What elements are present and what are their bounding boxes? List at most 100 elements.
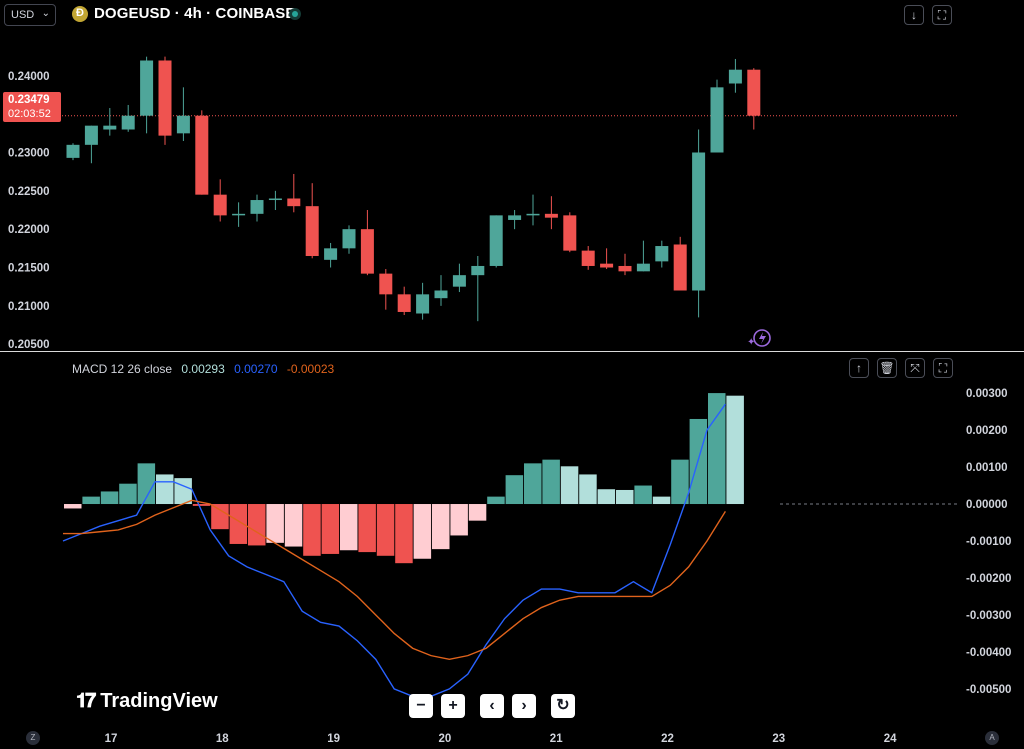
candle-body xyxy=(581,250,595,266)
candle-body xyxy=(84,125,98,145)
candle-body xyxy=(471,265,485,276)
dogecoin-icon: Ð xyxy=(72,6,88,22)
chevron-down-icon: ⌄ xyxy=(41,8,50,19)
macd-tick-label: -0.00500 xyxy=(966,684,1011,696)
time-tick-label: 19 xyxy=(327,733,340,745)
price-pane: 0.240000.235000.230000.225000.220000.215… xyxy=(8,56,958,351)
macd-line xyxy=(62,403,726,698)
macd-legend[interactable]: MACD 12 26 close 0.00293 0.00270 -0.0002… xyxy=(72,362,334,376)
candle-body xyxy=(103,125,117,130)
current-price: 0.23479 xyxy=(8,94,50,106)
histogram-bar xyxy=(671,459,689,505)
histogram-bar xyxy=(303,504,321,556)
delete-pane-button[interactable]: 🗑 xyxy=(877,358,897,378)
scroll-forward-button[interactable]: › xyxy=(512,694,536,718)
candle-body xyxy=(618,265,632,272)
candle-body xyxy=(305,206,319,256)
histogram-bar xyxy=(505,475,524,505)
svg-text:✦: ✦ xyxy=(747,337,755,348)
histogram-bar xyxy=(321,504,340,554)
histogram-bar xyxy=(413,504,432,559)
histogram-bar xyxy=(376,504,395,556)
histogram-bar xyxy=(432,504,450,550)
candle-body xyxy=(710,87,724,153)
candle-body xyxy=(600,263,614,268)
tradingview-logo[interactable]: 𝟏𝟕 TradingView xyxy=(76,690,218,712)
histogram-bar xyxy=(248,504,266,546)
candle-body xyxy=(636,263,650,272)
macd-tick-label: 0.00300 xyxy=(966,388,1008,400)
candle-body xyxy=(728,69,742,84)
candle-body xyxy=(232,213,246,216)
candle-body xyxy=(158,60,172,136)
histogram-bar xyxy=(82,496,100,505)
collapse-pane-button[interactable]: ⤧ xyxy=(905,358,925,378)
price-tick-label: 0.24000 xyxy=(8,71,50,83)
macd-tick-label: -0.00100 xyxy=(966,536,1011,548)
maximize-pane-button[interactable]: ⛶ xyxy=(932,5,952,25)
candle-body xyxy=(213,194,227,216)
candle-body xyxy=(397,294,411,312)
histogram-bar xyxy=(708,393,726,505)
histogram-bar xyxy=(395,504,413,564)
macd-tick-label: -0.00300 xyxy=(966,610,1011,622)
candle-body xyxy=(360,229,374,274)
candle-body xyxy=(452,275,466,287)
histogram-bar xyxy=(450,504,468,536)
macd-tick-label: 0.00000 xyxy=(966,499,1008,511)
histogram-bar xyxy=(211,504,229,530)
time-tick-label: 23 xyxy=(772,733,785,745)
current-price-tag: 0.23479 02:03:52 xyxy=(3,92,61,122)
currency-label: USD xyxy=(11,9,35,21)
candle-body xyxy=(526,213,540,216)
macd-tick-label: 0.00200 xyxy=(966,425,1008,437)
histogram-bar xyxy=(119,483,137,505)
candle-body xyxy=(544,213,558,218)
candle-body xyxy=(416,294,430,314)
histogram-bar xyxy=(340,504,358,551)
price-tick-label: 0.22000 xyxy=(8,224,50,236)
bar-countdown: 02:03:52 xyxy=(8,108,51,120)
histogram-bar xyxy=(652,496,671,505)
candle-body xyxy=(324,248,338,260)
scroll-back-button[interactable]: ‹ xyxy=(480,694,504,718)
histogram-bar xyxy=(64,504,82,509)
histogram-bar xyxy=(156,474,174,505)
time-tick-label: 17 xyxy=(105,733,118,745)
currency-selector[interactable]: USD ⌄ xyxy=(4,4,56,26)
price-tick-label: 0.21500 xyxy=(8,263,50,275)
macd-value: 0.00293 xyxy=(181,362,225,376)
candle-body xyxy=(66,144,80,158)
histogram-bar xyxy=(560,466,579,505)
histogram-bar xyxy=(137,463,156,505)
replay-icon: ✦ xyxy=(747,329,771,348)
maximize-macd-pane-button[interactable]: ⛶ xyxy=(933,358,953,378)
histogram-bar xyxy=(192,504,211,506)
auto-scale-icon[interactable]: A xyxy=(985,731,999,745)
time-tick-label: 20 xyxy=(439,733,452,745)
candle-body xyxy=(176,115,190,134)
histogram-bar xyxy=(524,463,542,505)
histogram-bar xyxy=(266,504,284,543)
candle-body xyxy=(692,152,706,291)
candle-body xyxy=(140,60,154,116)
candle-body xyxy=(673,244,687,291)
zoom-in-button[interactable]: + xyxy=(441,694,465,718)
time-tick-label: 18 xyxy=(216,733,229,745)
macd-tick-label: -0.00200 xyxy=(966,573,1011,585)
price-tick-label: 0.22500 xyxy=(8,186,50,198)
candle-body xyxy=(489,215,503,266)
reset-chart-button[interactable]: ↻ xyxy=(551,694,575,718)
histogram-bar xyxy=(358,504,376,553)
timezone-icon[interactable]: Z xyxy=(26,731,40,745)
logo-text: TradingView xyxy=(100,690,218,712)
histogram-bar xyxy=(597,489,616,505)
move-pane-up-button[interactable]: ↑ xyxy=(849,358,869,378)
symbol-title[interactable]: DOGEUSD · 4h · COINBASE xyxy=(94,5,296,22)
candle-body xyxy=(655,246,669,262)
move-pane-down-button[interactable]: ↓ xyxy=(904,5,924,25)
histogram-bar xyxy=(468,504,487,521)
time-tick-label: 24 xyxy=(884,733,897,745)
zoom-out-button[interactable]: − xyxy=(409,694,433,718)
